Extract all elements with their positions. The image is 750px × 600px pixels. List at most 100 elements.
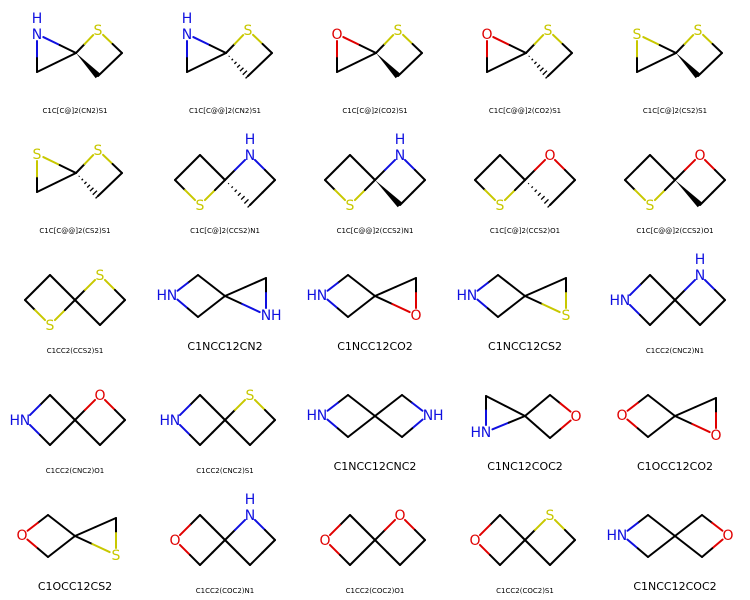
molecule-cell: O S C1OCC12CS2: [0, 480, 150, 600]
atom-label-o: O: [410, 308, 421, 324]
bond: [549, 179, 576, 206]
bond: [176, 298, 199, 318]
bond: [375, 34, 395, 54]
svg-text:N: N: [481, 425, 491, 441]
bond: [549, 419, 572, 439]
molecule-cell: N H O C1CC2(CNC2)O1: [0, 360, 150, 480]
bond: [74, 535, 111, 554]
bond: [328, 514, 351, 537]
atom-label-n: NH: [606, 528, 627, 544]
molecule-structure: NH S: [182, 11, 273, 79]
svg-text:H: H: [606, 528, 617, 544]
bond: [492, 36, 527, 54]
svg-text:S: S: [94, 23, 103, 39]
svg-text:N: N: [317, 408, 327, 424]
smiles-label: C1CC2(CCS2)S1: [46, 347, 104, 355]
bond: [701, 514, 724, 532]
bond: [524, 518, 547, 541]
svg-text:O: O: [694, 148, 705, 164]
molecule-structure: SO: [624, 148, 726, 214]
molecule-cell: N H N H C1NCC12CN2: [150, 240, 300, 360]
bond: [342, 36, 377, 54]
molecule-structure: S NH: [174, 132, 276, 214]
wedge-bond: [76, 53, 101, 79]
bond: [199, 539, 226, 566]
bond: [549, 539, 576, 566]
bond: [224, 277, 267, 297]
bond: [702, 33, 723, 54]
bond: [403, 158, 426, 181]
bond: [647, 514, 676, 537]
bond: [474, 179, 497, 202]
svg-text:S: S: [33, 147, 42, 163]
smiles-label: C1NCC12CNC2: [333, 460, 417, 473]
hash-bond: [227, 182, 253, 208]
molecule-cell: S S C1C[C@@]2(CS2)S1: [0, 120, 150, 240]
molecule-cell: N H O C1NCC12COC2: [600, 480, 750, 600]
smiles-label: C1OCC12CO2: [636, 460, 714, 473]
bond: [499, 514, 526, 541]
svg-text:S: S: [196, 198, 205, 214]
svg-text:S: S: [496, 198, 505, 214]
svg-text:H: H: [271, 308, 282, 324]
atom-label-o: O: [94, 388, 105, 404]
svg-text:O: O: [394, 508, 405, 524]
svg-text:H: H: [395, 132, 406, 148]
svg-text:O: O: [331, 27, 342, 43]
bond: [549, 394, 572, 413]
molecule-cell: N H O C1NCC12CO2: [300, 240, 450, 360]
bond: [374, 394, 403, 417]
bond: [49, 419, 76, 446]
atom-label-n: NH: [156, 288, 177, 304]
bond: [499, 539, 526, 566]
molecule-cell: N H S C1NCC12CS2: [450, 240, 600, 360]
bond: [403, 518, 426, 541]
svg-text:H: H: [609, 293, 620, 309]
bond: [186, 52, 227, 73]
bond: [497, 274, 526, 297]
molecule-cell: S S C1CC2(CCS2)S1: [0, 240, 150, 360]
bond: [524, 415, 551, 439]
bond: [197, 295, 226, 318]
bond: [626, 394, 649, 412]
atom-label-n: NH: [159, 413, 180, 429]
bond: [192, 36, 227, 54]
svg-text:S: S: [646, 198, 655, 214]
molecule-structure: OS: [16, 514, 121, 564]
bond: [99, 299, 126, 326]
smiles-label: C1CC2(COC2)O1: [345, 587, 405, 595]
svg-text:H: H: [306, 408, 317, 424]
molecule-cell: N H S C1C[C@@]2(CN2)S1: [150, 0, 300, 120]
smiles-label: C1CC2(COC2)S1: [496, 587, 554, 595]
bond: [374, 158, 397, 181]
bond: [224, 295, 261, 314]
bond: [224, 398, 247, 421]
bond: [224, 419, 251, 446]
bond: [674, 514, 703, 537]
bond: [199, 514, 226, 541]
bond: [99, 419, 126, 446]
bond: [649, 274, 676, 301]
bond: [74, 299, 101, 326]
bond: [347, 415, 376, 438]
bond: [647, 415, 676, 438]
bond: [525, 34, 545, 54]
svg-text:N: N: [317, 288, 327, 304]
bond: [374, 539, 401, 566]
atom-label-n: NH: [245, 132, 256, 164]
molecule-structure: OS: [469, 508, 576, 566]
atom-label-o: O: [331, 27, 342, 43]
svg-text:O: O: [481, 27, 492, 43]
bond: [336, 52, 377, 73]
svg-text:O: O: [544, 148, 555, 164]
molecule-structure: NH O: [470, 394, 582, 441]
bond: [374, 415, 403, 438]
bond: [701, 538, 724, 558]
bond: [253, 158, 276, 181]
